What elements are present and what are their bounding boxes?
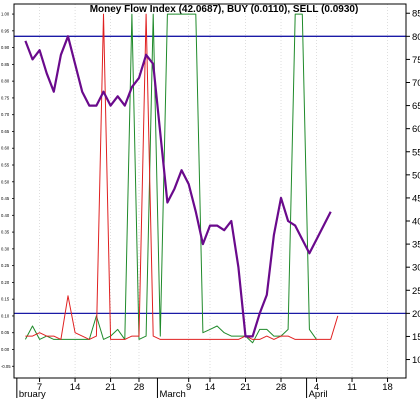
left-axis-tick-label: 0.40: [1, 213, 10, 218]
x-axis-day-label: 18: [382, 382, 393, 393]
x-axis-day-label: 28: [134, 382, 145, 393]
threshold-layer: [14, 35, 406, 315]
x-axis-day-label: 21: [240, 382, 251, 393]
right-axis-tick-label: 15: [412, 332, 420, 343]
left-axis-tick-label: 0.60: [1, 146, 10, 151]
chart-title: Money Flow Index (42.0687), BUY (0.0110)…: [90, 4, 359, 15]
left-axis-tick-label: 1.00: [1, 12, 10, 17]
right-axis-tick-label: 85: [412, 9, 420, 20]
left-axis-tick-label: -0.05: [1, 364, 11, 369]
x-axis-month-label: bruary: [19, 389, 46, 400]
left-axis-tick-label: 0.65: [1, 129, 10, 134]
right-axis: 10 15 20 25 30 35 40 45 50 55 60 65 70 75 80 85: [406, 9, 420, 366]
left-axis: 1.00 0.95 0.90 0.85 0.80 0.75 0.70 0.65 0.60 0.55…: [1, 12, 14, 369]
right-axis-tick-label: 55: [412, 147, 420, 158]
left-axis-tick-label: 0.85: [1, 62, 10, 67]
left-axis-tick-label: 0.05: [1, 330, 10, 335]
left-axis-tick-label: 0.35: [1, 230, 10, 235]
x-axis-day-label: 4: [314, 382, 319, 393]
x-axis-month-label: April: [309, 389, 328, 400]
right-axis-tick-label: 10: [412, 355, 420, 366]
x-axis-day-label: 21: [105, 382, 116, 393]
left-axis-tick-label: 0.80: [1, 79, 10, 84]
x-axis-day-label: 14: [205, 382, 216, 393]
x-axis-month-label: March: [159, 389, 185, 400]
left-axis-tick-label: 0.15: [1, 297, 10, 302]
x-axis-day-label: 9: [186, 382, 191, 393]
left-axis-tick-label: 0.45: [1, 196, 10, 201]
right-axis-tick-label: 70: [412, 78, 420, 89]
right-axis-tick-label: 30: [412, 263, 420, 274]
series-layer: [24, 13, 339, 344]
left-axis-tick-label: 0.10: [1, 313, 10, 318]
left-axis-tick-label: 0.75: [1, 95, 10, 100]
left-axis-tick-label: 0.50: [1, 179, 10, 184]
right-axis-tick-label: 40: [412, 217, 420, 228]
right-axis-tick-label: 65: [412, 101, 420, 112]
right-axis-tick-label: 60: [412, 124, 420, 135]
right-axis-tick-label: 50: [412, 170, 420, 181]
right-axis-tick-label: 25: [412, 286, 420, 297]
right-axis-tick-label: 35: [412, 240, 420, 251]
right-axis-tick-label: 80: [412, 32, 420, 43]
x-axis-day-label: 7: [37, 382, 42, 393]
x-axis-day-label: 28: [276, 382, 287, 393]
x-axis-day-label: 14: [70, 382, 81, 393]
left-axis-tick-label: 0.20: [1, 280, 10, 285]
left-axis-tick-label: 0.25: [1, 263, 10, 268]
right-axis-tick-label: 45: [412, 193, 420, 204]
left-axis-tick-label: 0.30: [1, 246, 10, 251]
mfi-series-line: [24, 35, 332, 338]
right-axis-tick-label: 20: [412, 309, 420, 320]
left-axis-tick-label: 0.55: [1, 163, 10, 168]
right-axis-tick-label: 75: [412, 55, 420, 66]
left-axis-tick-label: 0.00: [1, 347, 10, 352]
left-axis-tick-label: 0.70: [1, 112, 10, 117]
grid-layer: [39, 4, 388, 378]
x-axis-day-label: 11: [347, 382, 357, 393]
left-axis-tick-label: 0.90: [1, 45, 10, 50]
left-axis-tick-label: 0.95: [1, 28, 10, 33]
x-axis: 7 14 21 28 9 14 21 28 4 11 18 bruary March April: [16, 378, 393, 400]
buy-series-line: [24, 13, 317, 344]
sell-series-line: [25, 13, 339, 340]
